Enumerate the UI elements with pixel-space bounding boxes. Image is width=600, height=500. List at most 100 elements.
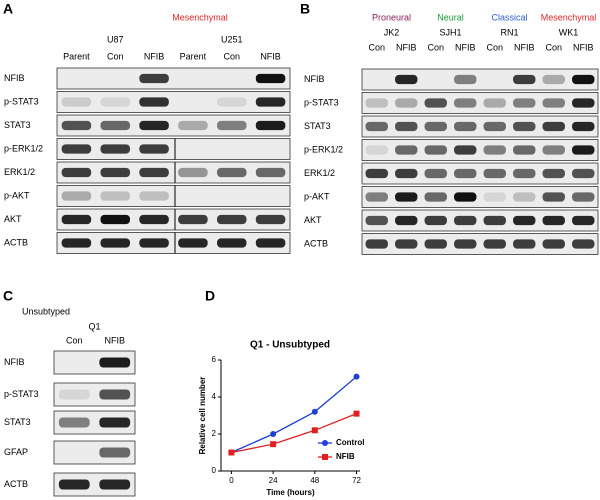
band xyxy=(483,121,506,132)
blot-strip xyxy=(361,139,599,161)
band xyxy=(483,215,506,226)
band xyxy=(572,145,595,155)
band xyxy=(139,120,169,131)
row-label: ERK1/2 xyxy=(304,168,335,178)
band xyxy=(454,239,477,249)
band xyxy=(100,214,131,225)
row-label: NFIB xyxy=(4,357,25,367)
band xyxy=(424,168,447,179)
cell-line: WK1 xyxy=(559,27,579,37)
band xyxy=(395,215,418,226)
y-tick-label: 4 xyxy=(212,392,217,401)
band xyxy=(513,98,536,108)
row-label: STAT3 xyxy=(4,417,31,427)
band xyxy=(100,120,131,131)
band xyxy=(483,168,506,179)
band xyxy=(100,144,131,154)
legend-label: NFIB xyxy=(336,452,355,461)
blot-strip xyxy=(361,115,599,138)
band xyxy=(572,98,595,108)
band xyxy=(58,417,90,428)
point xyxy=(311,427,318,434)
row-label: p-AKT xyxy=(304,191,330,201)
row-label: ACTB xyxy=(4,479,28,489)
row-label: NFIB xyxy=(4,73,25,83)
band xyxy=(61,214,92,225)
blot-strip xyxy=(56,114,291,137)
band xyxy=(395,74,418,85)
band xyxy=(255,238,286,248)
x-tick-label: 48 xyxy=(310,476,319,485)
band xyxy=(178,238,208,248)
band xyxy=(513,145,536,155)
blot-strip xyxy=(361,92,599,114)
band xyxy=(483,145,506,155)
x-tick-label: 0 xyxy=(229,476,234,485)
point xyxy=(270,431,277,437)
cell-line: JK2 xyxy=(384,27,400,37)
lane-label: NFIB xyxy=(573,42,594,52)
band xyxy=(483,192,506,202)
blot-strip xyxy=(361,209,599,232)
band xyxy=(424,192,447,202)
subtype-label: Classical xyxy=(491,12,527,22)
band xyxy=(542,192,565,202)
point xyxy=(353,373,360,380)
lane-label: Con xyxy=(107,51,124,61)
band xyxy=(454,98,477,108)
band xyxy=(454,192,477,202)
legend-label: Control xyxy=(336,438,364,447)
legend-marker xyxy=(322,440,328,446)
band xyxy=(542,215,565,226)
band xyxy=(139,191,169,201)
subtype-label: Proneural xyxy=(372,12,411,22)
band xyxy=(542,145,565,155)
blot-strip xyxy=(53,410,136,435)
cell-line: U87 xyxy=(107,34,124,44)
row-label: NFIB xyxy=(304,74,325,84)
band xyxy=(395,168,418,179)
point xyxy=(270,441,277,448)
cell-line: RN1 xyxy=(500,27,518,37)
band xyxy=(99,357,131,368)
lane-label: Con xyxy=(223,51,240,61)
y-axis-label: Relative cell number xyxy=(198,377,207,455)
band xyxy=(139,238,169,248)
row-label: GFAP xyxy=(4,447,28,457)
blot-strip xyxy=(361,162,599,185)
band xyxy=(365,215,388,226)
blot-strip xyxy=(53,350,136,375)
band xyxy=(61,120,92,131)
lane-label: Con xyxy=(427,42,444,52)
band xyxy=(572,168,595,179)
band xyxy=(365,168,388,179)
band xyxy=(542,121,565,132)
lane-label: Con xyxy=(66,335,83,345)
blot-strip xyxy=(56,161,291,184)
band xyxy=(216,167,247,178)
band xyxy=(542,168,565,179)
band xyxy=(424,145,447,155)
x-axis-label: Time (hours) xyxy=(266,488,315,497)
cell-line: U251 xyxy=(221,34,243,44)
band xyxy=(572,192,595,202)
band xyxy=(139,167,169,178)
band xyxy=(255,120,286,131)
row-label: p-ERK1/2 xyxy=(304,144,343,154)
row-label: ACTB xyxy=(4,237,28,247)
band xyxy=(513,121,536,132)
band xyxy=(365,98,388,108)
band xyxy=(139,73,169,84)
y-tick-label: 2 xyxy=(212,429,217,438)
blot-strip xyxy=(53,472,136,497)
band xyxy=(216,214,247,225)
band xyxy=(513,239,536,249)
band xyxy=(178,214,208,225)
lane-label: NFIB xyxy=(455,42,476,52)
band xyxy=(61,167,92,178)
series-line xyxy=(231,376,357,454)
band xyxy=(454,121,477,132)
band xyxy=(255,214,286,225)
band xyxy=(99,389,131,400)
